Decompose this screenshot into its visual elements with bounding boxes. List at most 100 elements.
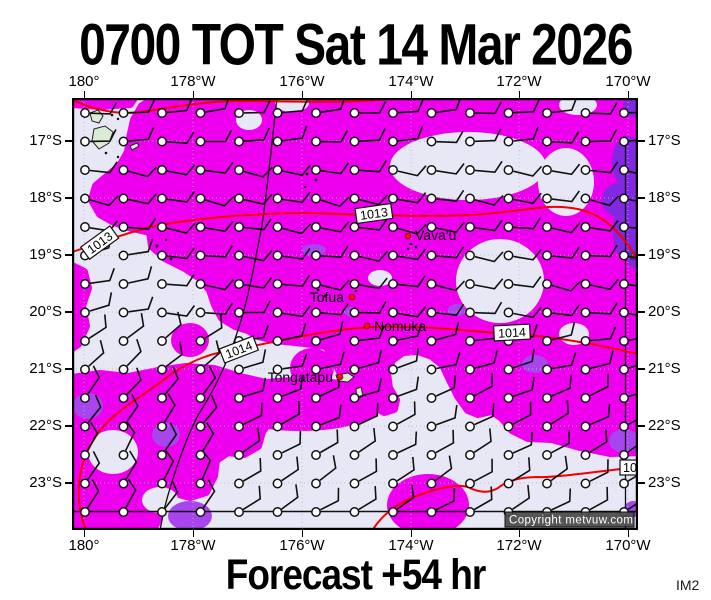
wind-barb-staff — [590, 302, 618, 315]
wind-barb-staff — [436, 130, 464, 144]
wind-barb-staff — [281, 430, 302, 454]
wind-barb-staff — [512, 431, 533, 454]
wind-barb-staff — [474, 194, 504, 206]
wind-barb-station — [503, 108, 514, 118]
lat-label-left: 23°S — [29, 474, 62, 491]
wind-barb-station — [311, 108, 321, 118]
wind-barb-station — [234, 450, 244, 460]
wind-barb-staff — [359, 250, 389, 262]
lat-tick-right — [638, 311, 645, 313]
wind-barb-station — [503, 393, 514, 403]
wind-barb-station — [157, 421, 167, 432]
wind-barb-staff — [282, 125, 308, 142]
wind-barb-station — [195, 336, 206, 346]
wind-barb-staff — [474, 278, 504, 290]
wind-barb-station — [311, 478, 321, 489]
wind-barb-staff — [243, 127, 270, 142]
wind-barb-staff — [205, 245, 233, 258]
lon-label-top: 172°W — [496, 73, 542, 90]
wind-barb-station — [80, 421, 90, 432]
wind-barb-staff — [87, 365, 101, 395]
wind-barb-staff — [166, 191, 196, 203]
wind-barb-station — [118, 222, 129, 232]
wind-barb-station — [580, 250, 591, 261]
wind-barb-station — [426, 336, 437, 346]
wind-barb-station — [272, 108, 283, 118]
wind-barb-station — [157, 393, 167, 403]
wind-barb-staff — [435, 455, 453, 482]
wind-barb-station — [619, 279, 629, 289]
wind-barb-station — [465, 108, 475, 118]
wind-barb-staff — [89, 195, 119, 207]
wind-barb-staff — [359, 160, 387, 173]
wind-barb-staff — [473, 486, 493, 511]
wind-barb-station — [234, 250, 244, 261]
wind-barb-station — [580, 336, 591, 346]
wind-barb-station — [465, 307, 475, 318]
lon-label-top: 176°W — [279, 73, 325, 90]
lat-label-left: 20°S — [29, 303, 62, 320]
wind-barb-staff — [89, 102, 118, 115]
wind-barb-staff — [202, 365, 217, 395]
wind-barb-staff — [201, 449, 212, 480]
wind-barb-staff — [358, 428, 377, 453]
wind-barb-station — [542, 222, 552, 232]
wind-barb-staff — [165, 341, 183, 368]
wind-barb-station — [503, 222, 514, 232]
wind-barb-station — [580, 279, 591, 289]
wind-barb-staff — [202, 421, 215, 452]
wind-barb-staff — [436, 280, 466, 292]
lon-label-bottom: 178°W — [170, 537, 216, 554]
wind-barb-station — [195, 165, 206, 175]
wind-barb-station — [272, 136, 283, 147]
wind-barb-staff — [550, 400, 570, 425]
wind-barb-station — [426, 478, 437, 489]
wind-barb-station — [118, 279, 129, 289]
wind-barb-staff — [436, 97, 462, 114]
wind-barb-station — [195, 250, 206, 261]
lon-label-top: 178°W — [170, 73, 216, 90]
wind-barb-station — [80, 364, 90, 375]
wind-barb-station — [80, 450, 90, 460]
place-dot-vavau — [404, 232, 412, 240]
wind-barb-station — [349, 165, 360, 175]
wind-barb-station — [542, 450, 552, 460]
lon-tick-bottom — [627, 530, 629, 537]
wind-barb-station — [465, 336, 475, 346]
wind-barb-station — [542, 421, 552, 432]
wind-barb-station — [80, 222, 90, 232]
lat-tick-left — [65, 368, 72, 370]
lon-label-top: 170°W — [605, 73, 651, 90]
wind-barb-staff — [243, 166, 273, 178]
wind-barb-station — [272, 336, 283, 346]
wind-barb-staff — [320, 196, 350, 208]
wind-barb-staff — [164, 480, 179, 509]
wind-barb-station — [426, 307, 437, 318]
wind-barb-station — [272, 478, 283, 489]
wind-barb-station — [272, 307, 283, 318]
wind-barb-station — [503, 136, 514, 147]
lon-label-bottom: 170°W — [605, 537, 651, 554]
wind-barb-station — [118, 336, 129, 346]
wind-barb-staff — [165, 311, 182, 339]
wind-barb-station — [503, 364, 514, 375]
lat-tick-left — [65, 197, 72, 199]
wind-barb-station — [195, 450, 206, 460]
wind-barb-staff — [88, 314, 107, 339]
wind-barb-staff — [243, 193, 273, 205]
lon-tick-top — [410, 91, 412, 98]
wind-barb-station — [195, 393, 206, 403]
wind-barb-staff — [320, 321, 344, 341]
wind-barb-staff — [282, 274, 311, 288]
wind-barb-staff — [551, 280, 581, 292]
place-label-tofua: Tofua — [310, 289, 344, 305]
wind-barb-station — [234, 421, 244, 432]
wind-barb-staff — [397, 431, 418, 454]
isobar-value: 10 — [623, 461, 637, 475]
wind-barb-staff — [436, 246, 465, 259]
wind-barb-station — [80, 136, 90, 147]
wind-barb-staff — [128, 217, 157, 231]
wind-barb-station — [542, 279, 552, 289]
wind-barb-staff — [359, 378, 382, 398]
wind-barb-station — [426, 193, 437, 204]
